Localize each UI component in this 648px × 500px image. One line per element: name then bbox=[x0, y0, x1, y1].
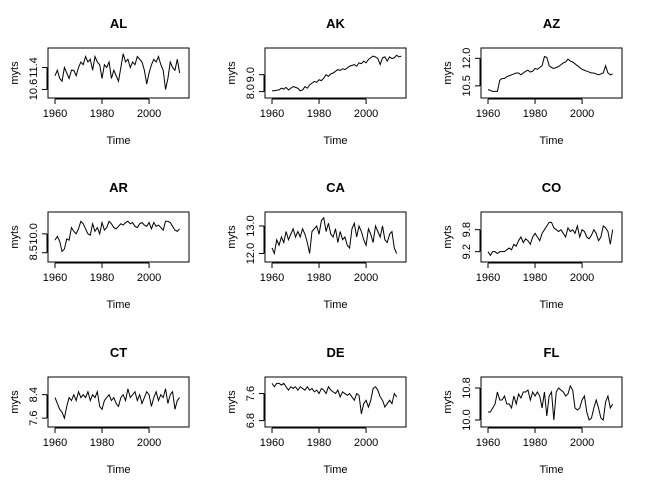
x-tick-label-az-1980: 1980 bbox=[523, 108, 547, 120]
y-tick-label-fl-0: 10.0 bbox=[461, 409, 473, 430]
x-tick-label-ak-1960: 1960 bbox=[260, 108, 284, 120]
y-axis-label-ct: myts bbox=[9, 390, 21, 414]
plot-box-az bbox=[480, 47, 623, 99]
x-tick-label-ct-1980: 1980 bbox=[90, 437, 114, 449]
series-line-al bbox=[54, 53, 181, 90]
x-tick-label-az-1960: 1960 bbox=[476, 108, 500, 120]
plot-box-ar bbox=[47, 211, 190, 263]
y-tick-label-ar-1: 10.0 bbox=[28, 223, 40, 244]
x-tick-label-al-1980: 1980 bbox=[90, 108, 114, 120]
x-tick-label-ca-1960: 1960 bbox=[260, 272, 284, 284]
panel-title-az: AZ bbox=[543, 16, 560, 31]
series-line-fl bbox=[488, 384, 614, 421]
panel-title-de: DE bbox=[326, 345, 344, 360]
y-tick-label-al-0: 10.6 bbox=[28, 79, 40, 100]
x-axis-label-ca: Time bbox=[323, 299, 347, 311]
y-axis-label-de: myts bbox=[226, 390, 238, 414]
x-tick-label-fl-1980: 1980 bbox=[523, 437, 547, 449]
y-axis-label-ak: myts bbox=[226, 61, 238, 85]
plot-box-ak bbox=[264, 47, 407, 99]
series-line-ak bbox=[272, 54, 402, 92]
series-line-co bbox=[487, 221, 614, 257]
y-tick-label-az-1: 12.0 bbox=[461, 48, 473, 69]
plot-box-de bbox=[264, 376, 407, 428]
y-tick-label-ar-0: 8.5 bbox=[28, 245, 40, 260]
y-tick-label-ca-0: 12.0 bbox=[245, 243, 257, 264]
y-tick-label-co-0: 9.2 bbox=[461, 244, 473, 259]
series-line-ar bbox=[54, 220, 181, 253]
panel-title-ca: CA bbox=[326, 180, 345, 195]
y-axis-label-ar: myts bbox=[9, 225, 21, 249]
y-tick-label-ct-0: 7.6 bbox=[28, 410, 40, 425]
x-tick-label-ct-2000: 2000 bbox=[137, 437, 161, 449]
x-tick-label-de-2000: 2000 bbox=[354, 437, 378, 449]
y-tick-label-ct-1: 8.4 bbox=[28, 387, 40, 402]
y-axis-label-az: myts bbox=[442, 61, 454, 85]
series-line-ct bbox=[54, 388, 181, 420]
x-axis-label-ar: Time bbox=[106, 299, 130, 311]
x-axis-label-ct: Time bbox=[106, 464, 130, 476]
plot-box-al bbox=[47, 47, 190, 99]
x-tick-label-co-2000: 2000 bbox=[570, 272, 594, 284]
x-tick-label-co-1980: 1980 bbox=[523, 272, 547, 284]
x-tick-label-al-1960: 1960 bbox=[43, 108, 67, 120]
x-tick-label-fl-2000: 2000 bbox=[570, 437, 594, 449]
y-axis-label-al: myts bbox=[9, 61, 21, 85]
x-tick-label-de-1980: 1980 bbox=[307, 437, 331, 449]
x-tick-label-ar-1980: 1980 bbox=[90, 272, 114, 284]
panel-title-ct: CT bbox=[110, 345, 127, 360]
x-tick-label-ak-1980: 1980 bbox=[307, 108, 331, 120]
panel-title-co: CO bbox=[542, 180, 562, 195]
x-tick-label-de-1960: 1960 bbox=[260, 437, 284, 449]
panel-title-ar: AR bbox=[109, 180, 128, 195]
plot-box-ca bbox=[264, 211, 407, 263]
x-tick-label-ak-2000: 2000 bbox=[354, 108, 378, 120]
y-tick-label-fl-1: 10.8 bbox=[461, 377, 473, 398]
x-tick-label-ca-2000: 2000 bbox=[354, 272, 378, 284]
x-tick-label-ca-1980: 1980 bbox=[307, 272, 331, 284]
plot-box-co bbox=[480, 211, 623, 263]
y-tick-label-az-0: 10.5 bbox=[461, 75, 473, 96]
x-axis-label-al: Time bbox=[106, 135, 130, 147]
y-tick-label-de-1: 7.6 bbox=[245, 386, 257, 401]
x-tick-label-ar-1960: 1960 bbox=[43, 272, 67, 284]
y-tick-label-ak-1: 9.0 bbox=[245, 67, 257, 82]
plot-box-ct bbox=[47, 376, 190, 428]
y-axis-label-fl: myts bbox=[442, 390, 454, 414]
x-axis-label-fl: Time bbox=[539, 464, 563, 476]
y-tick-label-ca-1: 13.0 bbox=[245, 215, 257, 236]
x-tick-label-fl-1960: 1960 bbox=[476, 437, 500, 449]
y-tick-label-al-1: 11.4 bbox=[28, 57, 40, 78]
series-line-de bbox=[271, 382, 398, 414]
x-tick-label-ct-1960: 1960 bbox=[43, 437, 67, 449]
y-axis-label-co: myts bbox=[442, 225, 454, 249]
x-tick-label-ar-2000: 2000 bbox=[137, 272, 161, 284]
x-axis-label-de: Time bbox=[323, 464, 347, 476]
x-tick-label-al-2000: 2000 bbox=[137, 108, 161, 120]
x-tick-label-co-1960: 1960 bbox=[476, 272, 500, 284]
plot-box-fl bbox=[480, 376, 623, 428]
x-axis-label-co: Time bbox=[539, 299, 563, 311]
panel-title-fl: FL bbox=[544, 345, 560, 360]
x-axis-label-ak: Time bbox=[323, 135, 347, 147]
x-tick-label-az-2000: 2000 bbox=[570, 108, 594, 120]
panel-title-ak: AK bbox=[326, 16, 345, 31]
panel-title-al: AL bbox=[110, 16, 127, 31]
y-tick-label-ak-0: 8.0 bbox=[245, 84, 257, 99]
y-tick-label-co-1: 9.8 bbox=[461, 222, 473, 237]
series-line-ca bbox=[271, 216, 398, 256]
x-axis-label-az: Time bbox=[539, 135, 563, 147]
series-line-az bbox=[487, 55, 613, 92]
y-tick-label-de-0: 6.8 bbox=[245, 413, 257, 428]
y-axis-label-ca: myts bbox=[226, 225, 238, 249]
